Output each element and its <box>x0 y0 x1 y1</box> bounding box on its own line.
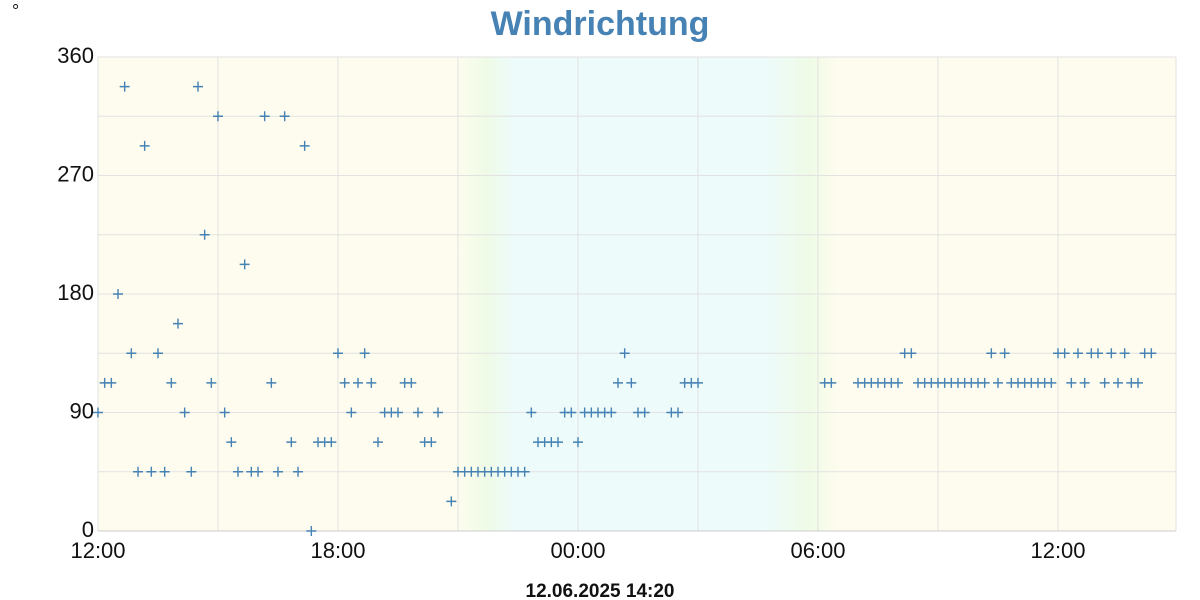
point <box>233 466 243 477</box>
x-tick-label: 12:00 <box>1030 538 1085 563</box>
point <box>279 111 290 122</box>
point <box>293 466 303 477</box>
point <box>113 289 123 299</box>
y-unit: ° <box>12 1 19 21</box>
point <box>519 466 530 477</box>
point <box>426 437 437 448</box>
point <box>673 407 683 418</box>
point <box>1106 348 1117 359</box>
point <box>406 377 417 388</box>
point <box>286 437 297 448</box>
point <box>179 407 190 418</box>
point <box>613 377 623 388</box>
x-tick-label: 18:00 <box>310 538 365 563</box>
point <box>619 348 630 359</box>
point <box>373 437 383 448</box>
point <box>93 407 103 418</box>
point <box>173 318 183 329</box>
point <box>133 466 143 477</box>
chart-title: Windrichtung <box>491 5 710 43</box>
point <box>339 377 350 388</box>
point <box>986 348 997 359</box>
point <box>639 407 650 418</box>
point <box>1093 348 1103 359</box>
y-tick-label: 270 <box>57 161 94 186</box>
y-tick-label: 0 <box>82 517 94 542</box>
point <box>306 526 317 536</box>
point <box>606 407 617 418</box>
point <box>906 348 917 359</box>
point <box>993 377 1003 388</box>
y-tick-label: 360 <box>57 43 94 68</box>
point <box>693 377 703 388</box>
point <box>1066 377 1077 388</box>
point <box>219 407 230 418</box>
point <box>573 437 583 448</box>
x-tick-label: 12:00 <box>70 538 125 563</box>
point <box>526 407 537 418</box>
point <box>353 377 363 388</box>
point <box>433 407 443 418</box>
point <box>1099 377 1110 388</box>
point <box>1119 348 1130 359</box>
y-tick-label: 180 <box>57 280 94 305</box>
point <box>413 407 423 418</box>
point <box>153 348 163 359</box>
point <box>826 377 837 388</box>
point <box>626 377 637 388</box>
point <box>553 437 563 448</box>
x-tick-label: 00:00 <box>550 538 605 563</box>
point <box>186 466 197 477</box>
point <box>979 377 990 388</box>
point <box>226 437 237 448</box>
point <box>566 407 577 418</box>
point <box>166 377 177 388</box>
point <box>999 348 1010 359</box>
x-tick-label: 06:00 <box>790 538 845 563</box>
point <box>146 466 157 477</box>
point <box>193 81 203 92</box>
point <box>213 111 223 122</box>
point <box>1079 377 1090 388</box>
point <box>366 377 377 388</box>
point <box>333 348 343 359</box>
y-tick-label: 90 <box>70 398 94 423</box>
point <box>1113 377 1123 388</box>
point <box>139 140 150 151</box>
point <box>326 437 337 448</box>
point <box>259 111 270 122</box>
point <box>1059 348 1070 359</box>
point <box>393 407 403 418</box>
point <box>126 348 137 359</box>
point <box>1133 377 1143 388</box>
point <box>253 466 263 477</box>
point <box>1146 348 1157 359</box>
point <box>206 377 217 388</box>
point <box>893 377 903 388</box>
point <box>119 81 130 92</box>
point <box>106 377 117 388</box>
point <box>159 466 170 477</box>
point <box>346 407 357 418</box>
timestamp: 12.06.2025 14:20 <box>526 581 675 600</box>
point <box>1073 348 1083 359</box>
point <box>359 348 370 359</box>
point <box>239 259 250 270</box>
point <box>1046 377 1057 388</box>
point <box>273 466 283 477</box>
point <box>266 377 277 388</box>
point <box>446 496 457 507</box>
point <box>299 140 310 151</box>
point <box>199 229 210 240</box>
